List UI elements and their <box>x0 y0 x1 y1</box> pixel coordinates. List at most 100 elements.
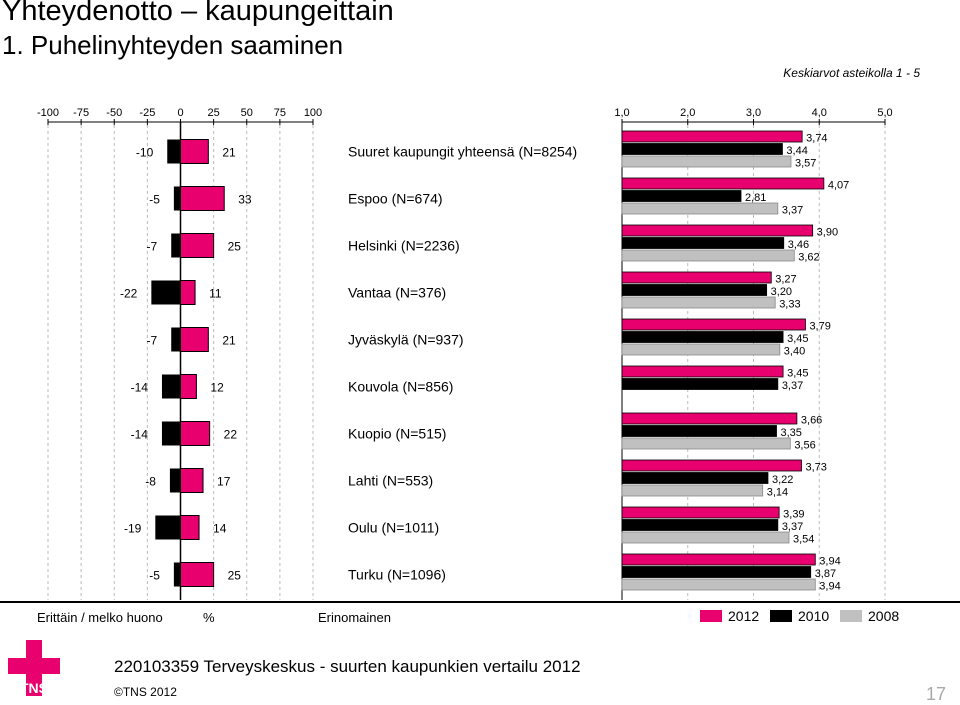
bar-2010-label: 2,81 <box>745 192 766 204</box>
footer-divider <box>0 601 960 603</box>
positive-bar <box>180 515 200 540</box>
positive-bar <box>180 139 209 164</box>
positive-bar-label: 21 <box>222 146 236 160</box>
left-tick-label: 75 <box>274 107 286 119</box>
positive-bar <box>180 327 209 352</box>
positive-bar <box>180 186 225 211</box>
positive-bar-label: 25 <box>228 569 242 583</box>
page-subtitle: 1. Puhelinyhteyden saaminen <box>2 30 344 60</box>
positive-bar-label: 21 <box>222 334 236 348</box>
bar-2012-label: 3,45 <box>787 368 808 380</box>
bar-2012-label: 3,94 <box>819 556 840 568</box>
logo-text: TNS <box>20 680 48 696</box>
bar-2012 <box>621 318 806 331</box>
bar-2010 <box>621 425 777 437</box>
category-label: Lahti (N=553) <box>348 473 433 489</box>
negative-bar-label: -10 <box>136 146 154 160</box>
page-number: 17 <box>925 684 946 704</box>
legend-swatch-2008 <box>840 610 862 622</box>
bar-2008-label: 3,37 <box>782 205 803 217</box>
negative-bar <box>161 374 181 399</box>
bar-2010-label: 3,35 <box>781 427 802 439</box>
bar-2012 <box>621 365 784 378</box>
legend-label-2010: 2010 <box>798 608 830 624</box>
negative-bar <box>155 515 181 540</box>
bar-2008-label: 3,57 <box>795 158 816 170</box>
right-tick-label: 1,0 <box>614 107 629 119</box>
bar-2012-label: 3,90 <box>817 227 838 239</box>
left-tick-label: -100 <box>37 107 59 119</box>
bar-2012 <box>621 412 798 425</box>
category-label: Suuret kaupungit yhteensä (N=8254) <box>348 144 577 160</box>
negative-bar-label: -5 <box>149 193 160 207</box>
bar-2008 <box>621 531 790 544</box>
negative-bar <box>173 562 181 587</box>
left-tick-label: 100 <box>304 107 322 119</box>
positive-bar-label: 22 <box>224 428 238 442</box>
legend-label-2012: 2012 <box>728 608 760 624</box>
negative-bar-label: -8 <box>145 475 156 489</box>
category-label: Vantaa (N=376) <box>348 285 446 301</box>
negative-axis-label: Erittäin / melko huono <box>37 610 163 625</box>
bar-2012-label: 3,74 <box>806 133 827 145</box>
bar-2008 <box>621 249 795 262</box>
negative-bar <box>171 327 181 352</box>
legend-swatch-2010 <box>770 610 792 622</box>
bar-2010 <box>621 472 769 484</box>
category-label: Jyväskylä (N=937) <box>348 332 464 348</box>
negative-bar <box>161 421 181 446</box>
left-tick-label: -25 <box>139 107 155 119</box>
negative-bar-label: -5 <box>149 569 160 583</box>
positive-bar <box>180 233 215 258</box>
bar-2008 <box>621 202 779 215</box>
bar-2008 <box>621 296 776 309</box>
bar-2012-label: 3,27 <box>775 274 796 286</box>
bar-2010-label: 3,87 <box>815 568 836 580</box>
bar-2010-label: 3,37 <box>782 521 803 533</box>
bar-2008-label: 3,94 <box>819 581 840 593</box>
bar-2008 <box>621 343 781 356</box>
bar-2010-label: 3,37 <box>782 380 803 392</box>
bar-2012 <box>621 224 814 237</box>
bar-2012-label: 4,07 <box>828 180 849 192</box>
left-tick-label: 50 <box>241 107 253 119</box>
positive-bar-label: 17 <box>217 475 231 489</box>
bar-2010 <box>621 519 779 531</box>
left-tick-label: -75 <box>73 107 89 119</box>
bar-2008 <box>621 484 764 497</box>
bar-2008 <box>621 578 816 591</box>
right-tick-label: 4,0 <box>812 107 827 119</box>
bar-2010-label: 3,46 <box>788 239 809 251</box>
positive-bar-label: 12 <box>210 381 224 395</box>
bar-2008 <box>621 437 791 450</box>
bar-2012-label: 3,66 <box>801 415 822 427</box>
page-title: Yhteydenotto – kaupungeittain <box>2 0 394 27</box>
left-tick-label: 25 <box>208 107 220 119</box>
category-label: Helsinki (N=2236) <box>348 238 460 254</box>
legend-swatch-2012 <box>700 610 722 622</box>
negative-bar <box>151 280 181 305</box>
copyright: ©TNS 2012 <box>114 685 177 699</box>
bar-2010-label: 3,44 <box>786 145 807 157</box>
right-tick-label: 2,0 <box>680 107 695 119</box>
bar-2008-label: 3,54 <box>793 534 814 546</box>
left-tick-label: 0 <box>177 107 183 119</box>
category-label: Oulu (N=1011) <box>348 520 439 536</box>
left-tick-label: -50 <box>106 107 122 119</box>
bar-2012 <box>621 553 816 566</box>
bar-2012 <box>621 459 802 472</box>
bar-2012 <box>621 506 780 519</box>
negative-bar-label: -19 <box>124 522 142 536</box>
negative-bar-label: -22 <box>120 287 138 301</box>
bar-2010 <box>621 237 785 249</box>
category-label: Turku (N=1096) <box>348 567 446 583</box>
right-tick-label: 3,0 <box>746 107 761 119</box>
bar-2010 <box>621 143 783 155</box>
bar-2012 <box>621 271 772 284</box>
category-label: Kouvola (N=856) <box>348 379 453 395</box>
bar-2012 <box>621 177 825 190</box>
positive-bar <box>180 374 197 399</box>
bar-2010 <box>621 331 784 343</box>
bar-2008-label: 3,40 <box>784 346 805 358</box>
